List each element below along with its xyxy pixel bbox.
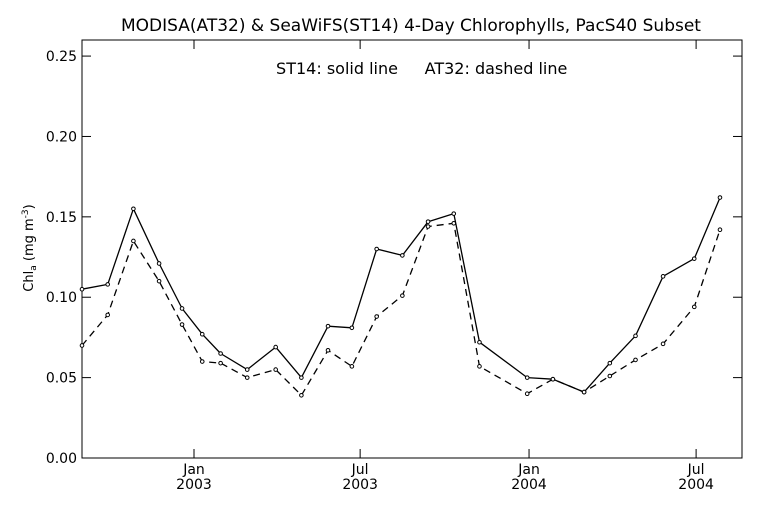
y-tick-label: 0.00	[46, 451, 77, 467]
x-tick-label-month: Jul	[351, 462, 369, 478]
data-point-st14	[524, 375, 530, 380]
series-line-at32	[81, 222, 721, 396]
x-tick-label-year: 2003	[342, 477, 378, 493]
data-point-at32	[374, 314, 379, 319]
data-point-at32	[105, 312, 111, 318]
data-point-st14	[79, 286, 85, 292]
legend-solid-label: ST14: solid line	[276, 59, 398, 78]
data-point-at32	[244, 375, 250, 380]
y-axis-label-exponent: -3	[21, 209, 31, 218]
y-axis-label-main: Chl	[22, 271, 37, 292]
plot-frame	[81, 39, 743, 459]
x-tick-label-month: Jan	[517, 462, 540, 478]
data-point-at32	[633, 357, 638, 363]
data-point-st14	[244, 367, 250, 372]
data-point-st14	[374, 246, 379, 252]
data-point-st14	[425, 219, 431, 224]
data-point-at32	[607, 373, 613, 379]
x-tick-label-year: 2004	[511, 477, 547, 493]
data-point-st14	[660, 274, 666, 279]
data-point-at32	[550, 376, 556, 382]
data-point-at32	[218, 360, 223, 366]
data-point-at32	[179, 322, 185, 327]
y-axis-label: Chla (mg m-3)	[21, 204, 39, 291]
y-axis-label-unit: (mg m	[22, 218, 37, 265]
data-point-at32	[400, 293, 405, 298]
data-point-at32	[156, 278, 162, 284]
data-point-at32	[349, 364, 355, 369]
data-point-st14	[607, 360, 613, 366]
data-point-st14	[156, 261, 162, 266]
data-point-at32	[325, 347, 331, 353]
y-tick-label: 0.05	[46, 371, 77, 387]
chart-title: MODISA(AT32) & SeaWiFS(ST14) 4-Day Chlor…	[121, 16, 701, 36]
data-point-st14	[477, 339, 482, 345]
data-point-st14	[717, 195, 723, 200]
data-point-st14	[325, 323, 331, 329]
y-tick-label: 0.25	[46, 49, 77, 65]
data-point-st14	[349, 325, 355, 331]
data-point-st14	[199, 331, 205, 337]
y-tick-label: 0.15	[46, 210, 77, 226]
x-tick-label-year: 2003	[176, 477, 212, 493]
data-point-at32	[425, 224, 431, 229]
data-point-at32	[477, 364, 482, 369]
y-axis-label-subscript: a	[29, 265, 39, 271]
data-point-st14	[451, 211, 457, 216]
data-point-st14	[400, 253, 405, 258]
data-point-at32	[273, 367, 278, 372]
data-point-at32	[131, 238, 136, 244]
plot-area: 0.000.050.100.150.200.25Jan2003Jul2003Ja…	[46, 39, 743, 493]
data-point-st14	[691, 256, 697, 261]
x-tick-label-month: Jul	[687, 462, 705, 478]
data-point-st14	[131, 206, 136, 212]
data-point-at32	[451, 220, 457, 226]
data-point-at32	[299, 393, 304, 398]
legend-dashed-label: AT32: dashed line	[425, 59, 568, 78]
data-point-at32	[524, 391, 530, 396]
data-point-st14	[273, 344, 278, 350]
data-point-at32	[79, 343, 85, 348]
data-point-st14	[218, 351, 223, 356]
x-tick-label-year: 2004	[678, 477, 714, 493]
data-point-st14	[633, 333, 638, 339]
data-point-at32	[691, 304, 697, 310]
data-point-at32	[660, 341, 666, 347]
data-point-st14	[299, 375, 304, 380]
data-point-at32	[717, 227, 723, 233]
y-axis-label-close: )	[22, 204, 37, 209]
data-point-at32	[199, 359, 205, 364]
y-tick-label: 0.20	[46, 129, 77, 145]
x-tick-label-month: Jan	[182, 462, 205, 478]
data-point-at32	[581, 389, 587, 395]
y-tick-label: 0.10	[46, 290, 77, 306]
data-point-st14	[105, 282, 111, 287]
data-point-st14	[179, 306, 185, 311]
